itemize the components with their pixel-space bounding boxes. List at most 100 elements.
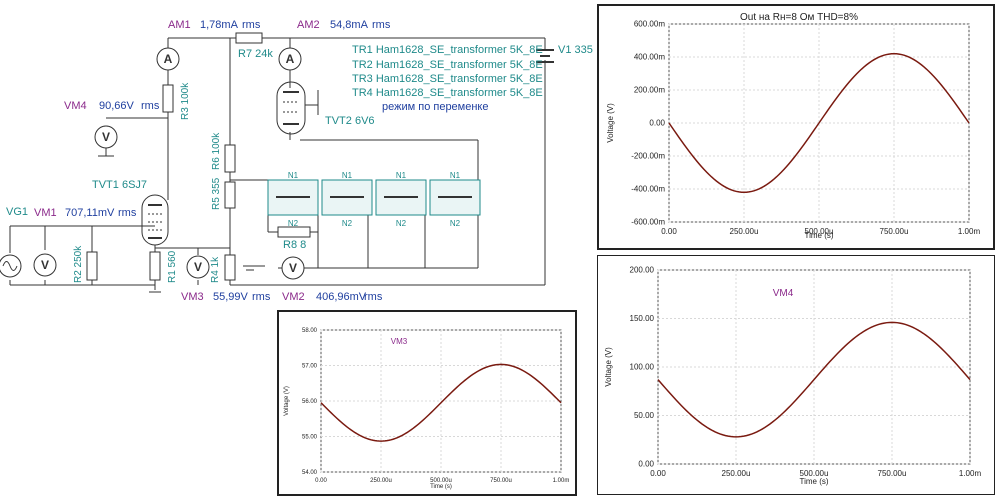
chart-title: Out на Rн=8 Ом THD=8% <box>740 12 858 23</box>
am2-ammeter: A <box>278 47 302 71</box>
r5-label: R5 355 <box>211 177 222 210</box>
x-tick-label: 1.00m <box>958 227 981 236</box>
svg-text:A: A <box>286 52 295 66</box>
transformer-tr2: N1 N2 <box>321 171 373 228</box>
svg-text:N1: N1 <box>288 171 299 180</box>
vm4-unit: rms <box>141 100 160 112</box>
x-tick-label: 0.00 <box>661 227 677 236</box>
am1-label: AM1 <box>168 19 191 31</box>
x-axis-label: Time (s) <box>430 484 452 490</box>
v1-label: V1 335 <box>558 44 593 56</box>
am2-value: 54,8mA <box>330 19 368 31</box>
svg-text:N1: N1 <box>342 171 353 180</box>
r1-resistor <box>149 251 161 281</box>
am1-value: 1,78mA <box>200 19 238 31</box>
svg-text:V: V <box>102 130 110 144</box>
tvt2-label: TVT2 6V6 <box>325 115 375 127</box>
y-tick-label: 200.00 <box>630 266 655 275</box>
vm3-label: VM3 <box>181 291 204 303</box>
vm4-label: VM4 <box>64 100 87 112</box>
vm3-chart-panel: 0.00 250.00u 500.00u 750.00u 1.00m 58.00 57.00… <box>277 310 577 496</box>
vm4-chart-panel: 0.00 250.00u 500.00u 750.00u 1.00m 200.00 150.… <box>597 255 995 495</box>
r8-resistor <box>277 226 311 238</box>
svg-text:N2: N2 <box>288 219 299 228</box>
am1-unit: rms <box>242 19 261 31</box>
x-tick-label: 750.00u <box>490 478 512 484</box>
tr1-label: TR1 Ham1628_SE_transformer 5K_8E <box>352 44 543 56</box>
x-tick-label: 250.00u <box>370 478 392 484</box>
svg-text:V: V <box>289 261 297 275</box>
svg-text:V: V <box>194 260 202 274</box>
x-axis-label: Time (s) <box>799 477 828 486</box>
y-tick-label: -200.00m <box>631 152 665 161</box>
chart-title: VM3 <box>391 337 408 346</box>
vm1-label: VM1 <box>34 207 57 219</box>
y-tick-label: 57.00 <box>302 364 318 370</box>
r4-resistor <box>224 254 236 281</box>
x-tick-label: 250.00u <box>722 469 751 478</box>
y-tick-label: 400.00m <box>634 53 665 62</box>
mode-note: режим по переменке <box>382 101 489 113</box>
out-chart: 0.00 250.00u 500.00u 750.00u 1.00m 600.00m 400… <box>606 12 981 240</box>
y-tick-label: 200.00m <box>634 86 665 95</box>
x-tick-label: 1.00m <box>959 469 982 478</box>
vm2-label: VM2 <box>282 291 305 303</box>
y-tick-label: 150.00 <box>630 314 655 323</box>
vm1-value: 707,11mV <box>65 207 115 219</box>
y-tick-label: -600.00m <box>631 218 665 227</box>
x-tick-label: 250.00u <box>730 227 759 236</box>
y-tick-label: 100.00 <box>630 363 655 372</box>
transformer-tr4: N1 N2 <box>429 171 481 228</box>
y-tick-label: 0.00 <box>649 119 665 128</box>
vm1-unit: rms <box>118 207 137 219</box>
transformer-tr1: N1 N2 <box>267 171 319 228</box>
series-line <box>320 363 562 442</box>
chart-title: VM4 <box>773 288 794 299</box>
r7-label: R7 24k <box>238 48 273 60</box>
x-tick-label: 500.00u <box>800 469 829 478</box>
circuit-schematic: A A V V V V <box>0 32 554 293</box>
transformer-tr3: N1 N2 <box>375 171 427 228</box>
out-chart-panel: 0.00 250.00u 500.00u 750.00u 1.00m 600.00m 400… <box>597 4 995 250</box>
vm4-value: 90,66V <box>99 100 134 112</box>
y-tick-label: 58.00 <box>302 328 318 334</box>
svg-text:N2: N2 <box>342 219 353 228</box>
x-tick-label: 750.00u <box>878 469 907 478</box>
vm1-voltmeter: V <box>33 253 57 277</box>
svg-text:N1: N1 <box>396 171 407 180</box>
x-tick-label: 500.00u <box>805 227 834 236</box>
vm4-chart: 0.00 250.00u 500.00u 750.00u 1.00m 200.00 150.… <box>604 266 982 486</box>
r2-resistor <box>86 251 98 281</box>
series-line <box>668 52 970 194</box>
x-tick-label: 1.00m <box>553 478 570 484</box>
vm3-chart: 0.00 250.00u 500.00u 750.00u 1.00m 58.00 57.00… <box>284 328 570 490</box>
y-axis-label: Voltage (V) <box>604 347 613 387</box>
vm4-voltmeter: V <box>94 125 118 149</box>
r8-label: R8 8 <box>283 239 307 251</box>
tvt1-label: TVT1 6SJ7 <box>92 179 148 191</box>
r6-resistor <box>224 144 236 173</box>
tr2-label: TR2 Ham1628_SE_transformer 5K_8E <box>352 59 543 71</box>
tvt2-tube <box>276 81 306 135</box>
x-axis-label: Time (s) <box>804 231 833 240</box>
tr3-label: TR3 Ham1628_SE_transformer 5K_8E <box>352 73 543 85</box>
y-axis-label: Voltage (V) <box>606 103 615 143</box>
am2-unit: rms <box>372 19 391 31</box>
vm2-value: 406,96mV <box>316 291 367 303</box>
r6-label: R6 100k <box>211 132 222 170</box>
vg1-label: VG1 <box>6 206 29 218</box>
r2-label: R2 250k <box>73 245 84 283</box>
r5-resistor <box>224 181 236 209</box>
vm2-voltmeter: V <box>281 256 305 280</box>
y-axis-label: Voltage (V) <box>284 386 290 416</box>
vg1-signal-source <box>0 254 22 278</box>
svg-text:N1: N1 <box>450 171 461 180</box>
x-tick-label: 750.00u <box>880 227 909 236</box>
y-tick-label: 50.00 <box>634 411 655 420</box>
y-tick-label: 54.00 <box>302 470 318 476</box>
vm3-voltmeter: V <box>186 255 210 279</box>
svg-text:V: V <box>41 258 49 272</box>
r1-label: R1 560 <box>167 250 178 283</box>
vm3-value: 55,99V <box>213 291 248 303</box>
r4-label: R4 1k <box>210 256 221 283</box>
